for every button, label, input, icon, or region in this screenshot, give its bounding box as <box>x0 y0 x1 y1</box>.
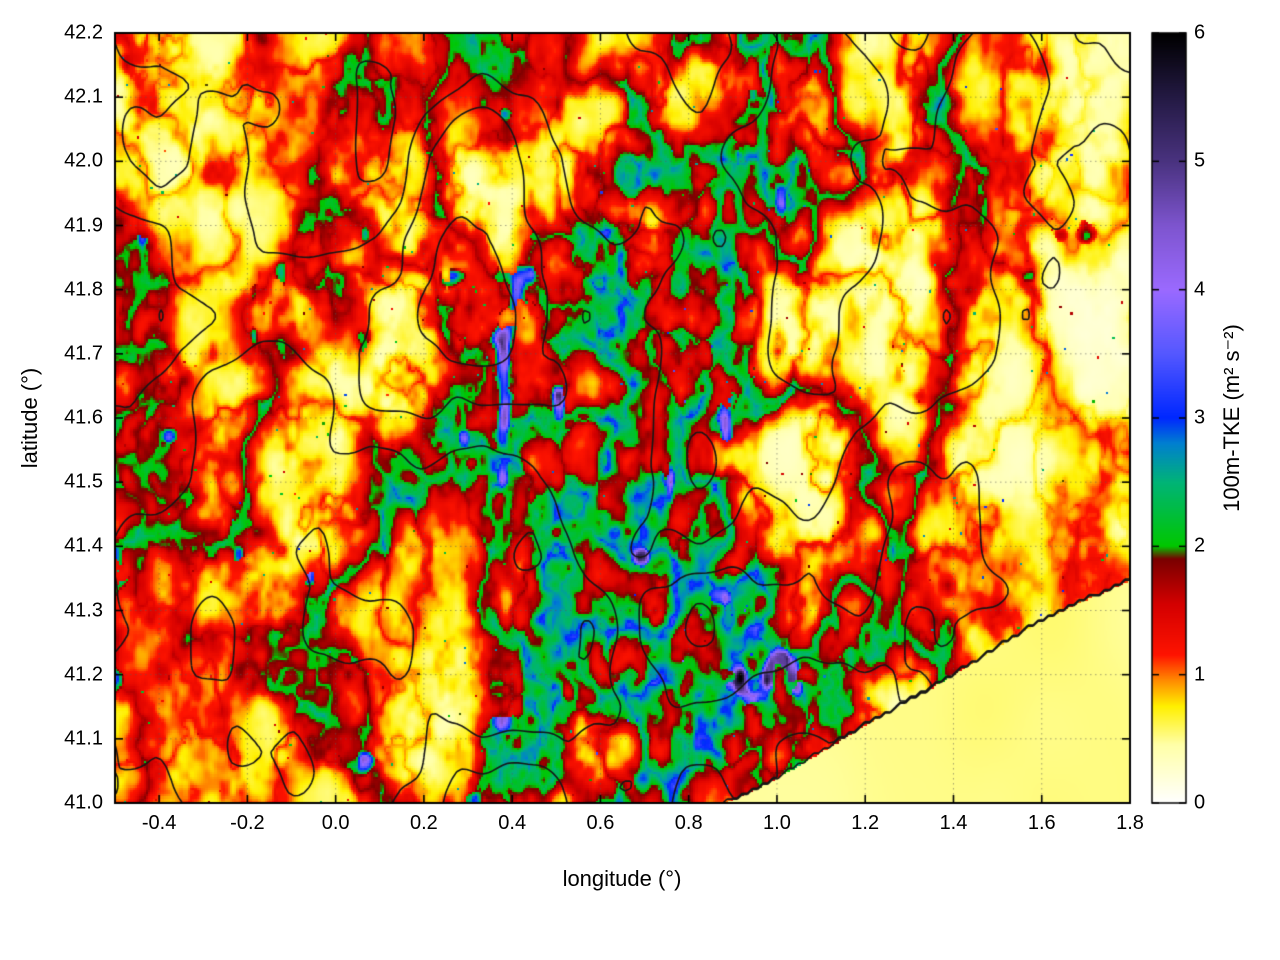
tke-heatmap-canvas <box>0 0 1280 960</box>
tke-map-figure: longitude (°) latitude (°) 100m-TKE (m² … <box>0 0 1280 960</box>
